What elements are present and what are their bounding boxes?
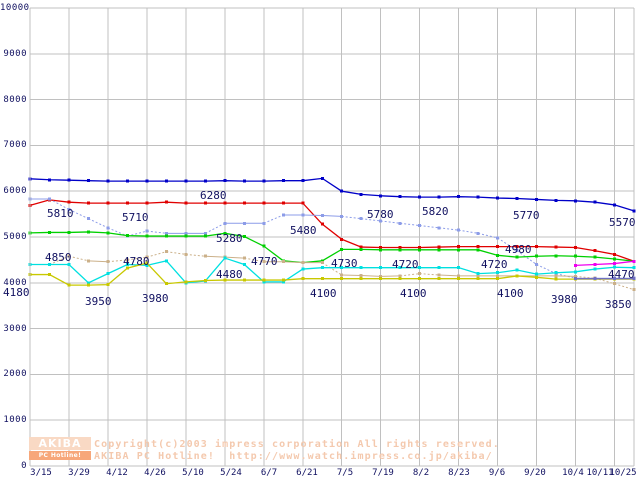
value-annotation: 5710: [122, 211, 149, 224]
x-tick-label: 10/11: [586, 468, 614, 478]
value-annotation: 3850: [605, 298, 632, 311]
y-tick-label: 8000: [3, 94, 27, 105]
value-annotation: 5570: [609, 216, 636, 229]
x-tick-label: 3/15: [30, 468, 52, 478]
y-tick-label: 6000: [3, 186, 27, 197]
value-annotation: 5280: [216, 232, 243, 245]
value-annotation: 4730: [331, 257, 358, 270]
value-annotation: 4980: [505, 243, 532, 256]
x-tick-label: 6/7: [260, 468, 278, 478]
value-annotation: 4100: [310, 287, 337, 300]
x-tick-label: 5/24: [220, 468, 242, 478]
series-series-red: [28, 198, 636, 263]
x-tick-label: 9/20: [524, 468, 546, 478]
logo-subtitle: PC Hotline!: [29, 451, 91, 460]
grid-lines: [29, 7, 635, 467]
value-annotation: 4470: [608, 268, 635, 281]
y-tick-label: 4000: [3, 277, 27, 288]
value-annotation: 4180: [3, 286, 30, 299]
series-series-tan: [28, 250, 636, 292]
x-tick-label: 10/25: [609, 468, 637, 478]
y-tick-label: 10000: [0, 3, 30, 13]
x-tick-label: 10/4: [562, 468, 584, 478]
value-annotation: 4720: [481, 258, 508, 271]
series-series-magenta: [574, 259, 636, 267]
source-url-text: AKIBA PC Hotline! http://www.watch.impre…: [94, 451, 493, 462]
x-tick-label: 9/6: [488, 468, 506, 478]
value-annotation: 5810: [47, 207, 74, 220]
value-annotation: 6280: [200, 189, 227, 202]
x-tick-label: 4/12: [106, 468, 128, 478]
value-annotation: 3950: [85, 295, 112, 308]
series-series-violet: [574, 277, 636, 281]
x-tick-label: 3/29: [68, 468, 90, 478]
akiba-pc-hotline-logo: AKIBA PC Hotline!: [29, 437, 91, 461]
x-tick-label: 7/19: [372, 468, 394, 478]
y-tick-label: 0: [21, 461, 27, 471]
logo-title: AKIBA: [29, 437, 91, 450]
y-tick-label: 9000: [3, 48, 27, 59]
value-annotation: 4720: [392, 258, 419, 271]
y-tick-label: 5000: [3, 232, 27, 242]
x-tick-label: 4/26: [144, 468, 166, 478]
y-tick-label: 7000: [3, 140, 27, 151]
x-tick-label: 6/21: [296, 468, 318, 478]
value-annotation: 5820: [422, 205, 449, 218]
x-tick-label: 8/2: [412, 468, 430, 478]
value-annotation: 3980: [551, 293, 578, 306]
y-tick-label: 3000: [3, 323, 27, 334]
value-annotation: 3980: [142, 292, 169, 305]
value-annotation: 4480: [216, 268, 243, 281]
value-annotation: 5780: [367, 208, 394, 221]
value-annotation: 5770: [513, 209, 540, 222]
x-tick-label: 7/5: [336, 468, 354, 478]
x-tick-label: 5/10: [182, 468, 204, 478]
value-annotation: 4850: [45, 251, 72, 264]
value-annotation: 4770: [251, 255, 278, 268]
x-tick-label: 8/23: [448, 468, 470, 478]
copyright-text: Copyright(c)2003 impress corporation All…: [94, 439, 500, 450]
series-series-navy: [28, 176, 636, 213]
value-annotation: 4780: [123, 255, 150, 268]
value-annotation: 5480: [290, 224, 317, 237]
y-tick-label: 1000: [3, 415, 27, 426]
value-annotation: 4100: [400, 287, 427, 300]
value-annotation: 4100: [497, 287, 524, 300]
y-tick-label: 2000: [3, 369, 27, 380]
